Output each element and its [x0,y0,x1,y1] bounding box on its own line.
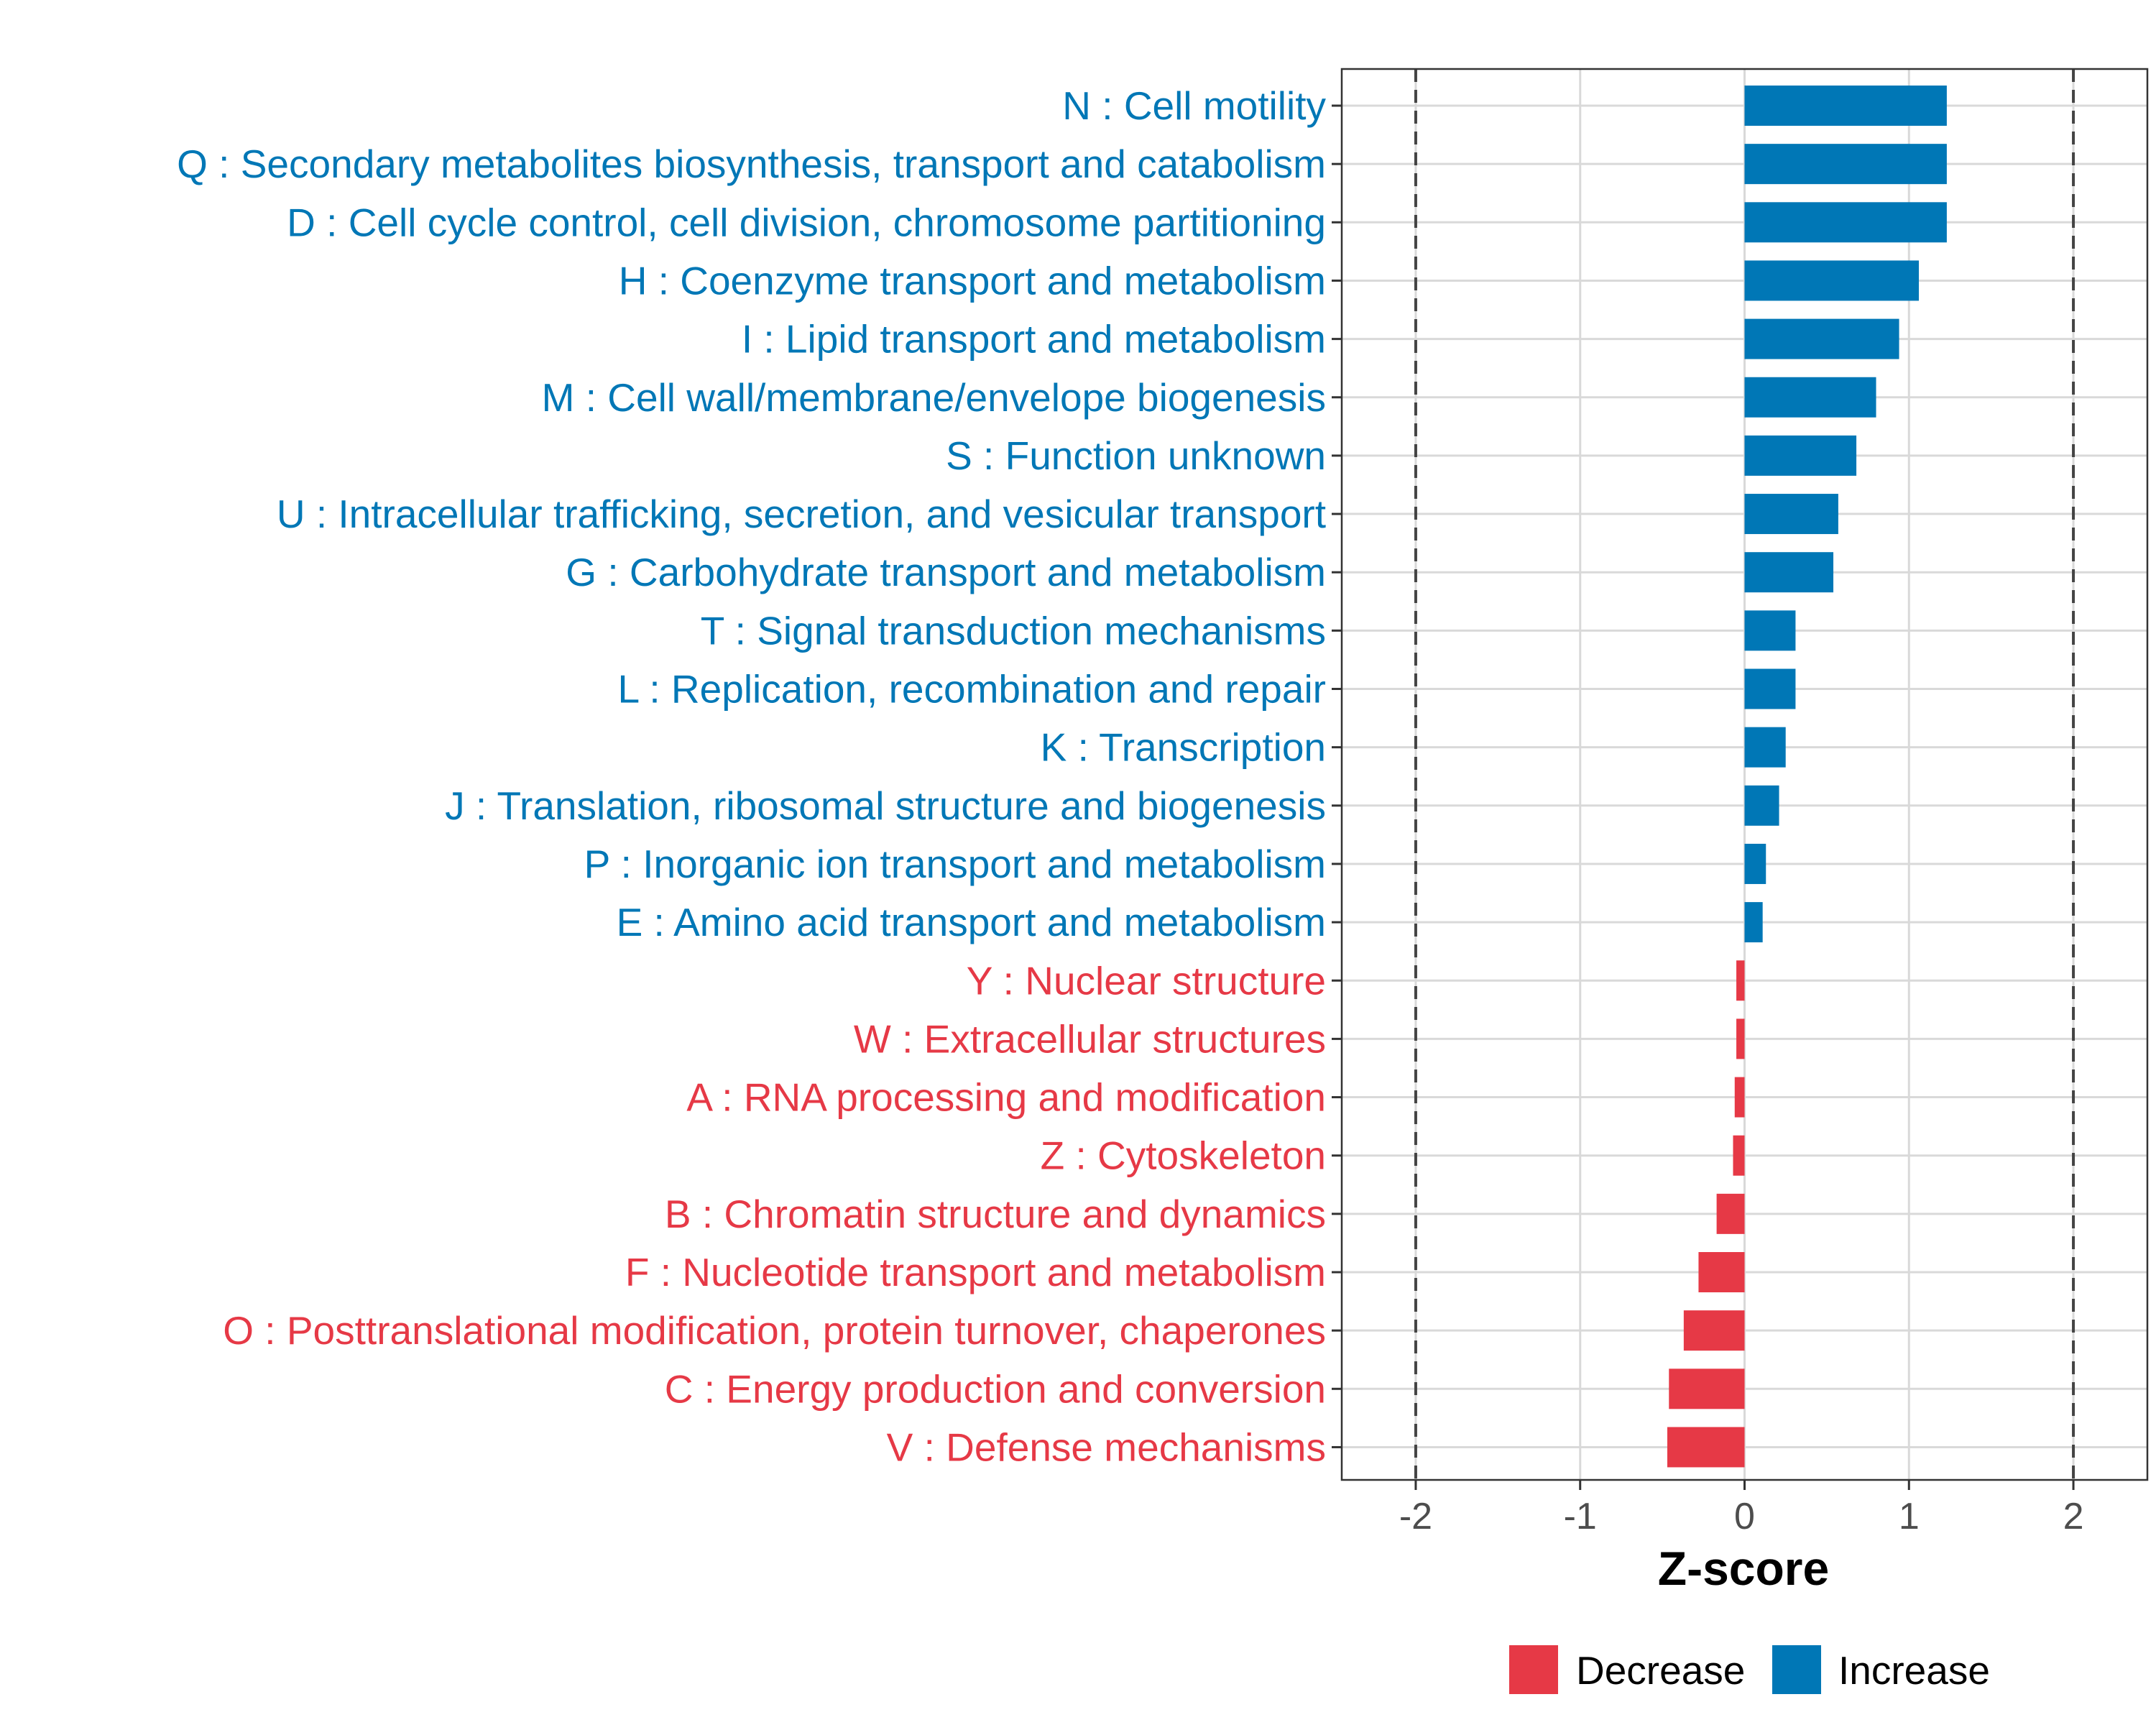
legend-key-increase [1772,1645,1821,1694]
bar [1698,1252,1745,1292]
bar [1744,144,1947,185]
x-tick-label: -2 [1399,1496,1432,1537]
bar [1744,318,1899,359]
bar [1744,377,1876,418]
reference-lines [1414,69,2076,1480]
legend: Decrease Increase [1509,1645,1990,1694]
category-label: A : RNA processing and modification [686,1075,1326,1120]
category-label: W : Extracellular structures [854,1016,1326,1061]
bar [1683,1310,1745,1351]
bar [1744,552,1834,593]
bar [1716,1193,1745,1234]
category-label: V : Defense mechanisms [887,1425,1326,1469]
category-label: P : Inorganic ion transport and metaboli… [584,842,1326,886]
bar [1744,727,1786,768]
bar [1744,435,1857,476]
category-label: N : Cell motility [1062,83,1326,128]
category-labels: N : Cell motility Q : Secondary metabolit… [177,83,1342,1469]
x-tick-label: 1 [1899,1496,1920,1537]
bars-layer [1667,86,1947,1468]
category-label: O : Posttranslational modification, prot… [223,1308,1326,1353]
category-label: Y : Nuclear structure [967,958,1326,1003]
category-label: E : Amino acid transport and metabolism [617,900,1326,944]
legend-key-decrease [1509,1645,1558,1694]
category-label: Z : Cytoskeleton [1041,1133,1326,1178]
x-tick-label: 0 [1734,1496,1755,1537]
bar [1744,202,1947,243]
category-label: J : Translation, ribosomal structure and… [445,783,1326,828]
bar [1744,86,1947,126]
category-label: Q : Secondary metabolites biosynthesis, … [177,142,1326,186]
x-axis-ticks: -2 -1 0 1 2 [1399,1480,2084,1537]
bar [1667,1427,1745,1468]
category-label: C : Energy production and conversion [665,1366,1326,1411]
category-label: G : Carbohydrate transport and metabolis… [566,550,1326,594]
category-label: K : Transcription [1041,725,1326,770]
bar [1734,1077,1745,1118]
category-label: I : Lipid transport and metabolism [742,317,1326,362]
category-label: L : Replication, recombination and repai… [618,667,1326,712]
bar [1744,260,1920,301]
category-label: U : Intracellular trafficking, secretion… [277,492,1326,536]
bar [1736,960,1745,1001]
bar [1744,610,1796,651]
category-label: T : Signal transduction mechanisms [701,608,1326,653]
category-label: S : Function unknown [946,433,1326,478]
category-label: D : Cell cycle control, cell division, c… [287,200,1326,244]
bar [1736,1018,1745,1059]
bar [1744,902,1763,943]
legend-label-decrease: Decrease [1576,1648,1745,1693]
x-axis-title: Z-score [1658,1542,1829,1595]
x-tick-label: 2 [2063,1496,2084,1537]
bar [1744,843,1766,884]
bar [1744,785,1779,826]
category-label: H : Coenzyme transport and metabolism [619,258,1326,303]
x-tick-label: -1 [1564,1496,1597,1537]
category-label: B : Chromatin structure and dynamics [665,1192,1326,1236]
bar [1733,1135,1745,1176]
legend-label-increase: Increase [1838,1648,1990,1693]
bar [1744,668,1796,709]
bar [1669,1368,1745,1409]
bar [1744,494,1838,535]
category-label: M : Cell wall/membrane/envelope biogenes… [542,375,1326,420]
category-label: F : Nucleotide transport and metabolism [625,1250,1326,1294]
